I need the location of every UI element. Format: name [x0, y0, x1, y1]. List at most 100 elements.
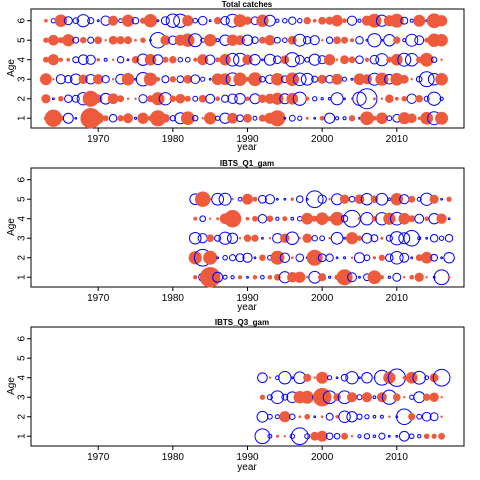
- positive-residual-bubble: [62, 112, 74, 124]
- x-tick-label: 2010: [386, 293, 409, 304]
- panel-ibts-q3: IBTS_Q3_gam year Age 1970 1980 1990 2000 201…: [6, 318, 465, 473]
- positive-residual-bubble: [304, 433, 311, 440]
- negative-residual-bubble: [62, 34, 75, 47]
- positive-residual-bubble: [343, 236, 346, 240]
- negative-residual-bubble: [286, 92, 299, 105]
- positive-residual-bubble: [273, 55, 282, 65]
- negative-residual-bubble: [238, 217, 242, 220]
- y-tick-label: 3: [17, 394, 28, 400]
- negative-residual-bubble: [420, 251, 433, 264]
- negative-residual-bubble: [350, 256, 354, 259]
- positive-residual-bubble: [327, 375, 333, 381]
- negative-residual-bubble: [107, 93, 119, 105]
- negative-residual-bubble: [160, 113, 170, 123]
- negative-residual-bubble: [405, 371, 418, 384]
- positive-residual-bubble: [253, 256, 257, 260]
- positive-residual-bubble: [103, 57, 108, 62]
- negative-residual-bubble: [367, 270, 382, 285]
- negative-residual-bubble: [208, 217, 212, 220]
- positive-residual-bubble: [215, 38, 220, 43]
- positive-residual-bubble: [212, 271, 224, 283]
- negative-residual-bubble: [419, 52, 434, 67]
- positive-residual-bubble: [313, 415, 317, 419]
- negative-residual-bubble: [316, 371, 329, 384]
- negative-residual-bubble: [401, 95, 408, 102]
- positive-residual-bubble: [165, 13, 180, 28]
- positive-residual-bubble: [71, 94, 80, 103]
- positive-residual-bubble: [361, 371, 373, 384]
- positive-residual-bubble: [261, 58, 264, 62]
- positive-residual-bubble: [325, 412, 334, 421]
- positive-residual-bubble: [256, 410, 269, 423]
- positive-residual-bubble: [228, 254, 237, 262]
- positive-residual-bubble: [237, 196, 243, 202]
- negative-residual-bubble: [379, 275, 384, 280]
- positive-residual-bubble: [275, 18, 280, 23]
- positive-residual-bubble: [216, 256, 220, 260]
- panel-2-xlabel: year: [237, 302, 257, 313]
- negative-residual-bubble: [102, 115, 109, 122]
- negative-residual-bubble: [348, 115, 356, 122]
- negative-residual-bubble: [282, 216, 288, 222]
- positive-residual-bubble: [208, 19, 212, 23]
- positive-residual-bubble: [225, 52, 240, 67]
- negative-residual-bubble: [429, 194, 439, 204]
- negative-residual-bubble: [245, 96, 250, 101]
- negative-residual-bubble: [290, 197, 294, 201]
- negative-residual-bubble: [42, 56, 49, 63]
- negative-residual-bubble: [364, 57, 370, 62]
- positive-residual-bubble: [131, 16, 140, 25]
- positive-residual-bubble: [370, 234, 379, 243]
- positive-residual-bubble: [363, 254, 371, 262]
- y-tick-label: 5: [17, 37, 28, 43]
- positive-residual-bubble: [101, 75, 110, 84]
- negative-residual-bubble: [213, 17, 222, 25]
- positive-residual-bubble: [355, 55, 364, 65]
- positive-residual-bubble: [51, 97, 55, 101]
- positive-residual-bubble: [386, 115, 393, 122]
- positive-residual-bubble: [251, 36, 259, 45]
- negative-residual-bubble: [298, 237, 301, 240]
- y-tick-label: 4: [17, 216, 28, 222]
- positive-residual-bubble: [197, 233, 208, 244]
- negative-residual-bubble: [269, 110, 286, 127]
- x-tick-label: 1990: [236, 293, 259, 304]
- positive-residual-bubble: [412, 370, 427, 385]
- positive-residual-bubble: [330, 231, 344, 245]
- y-tick-label: 2: [17, 255, 28, 261]
- positive-residual-bubble: [313, 116, 317, 120]
- positive-residual-bubble: [87, 17, 95, 25]
- negative-residual-bubble: [134, 38, 137, 42]
- negative-residual-bubble: [41, 94, 51, 104]
- negative-residual-bubble: [301, 212, 314, 225]
- positive-residual-bubble: [230, 275, 235, 280]
- positive-residual-bubble: [290, 216, 295, 221]
- negative-residual-bubble: [111, 58, 115, 61]
- negative-residual-bubble: [341, 432, 349, 440]
- negative-residual-bubble: [399, 74, 409, 84]
- positive-residual-bubble: [295, 195, 304, 204]
- negative-residual-bubble: [94, 36, 103, 45]
- negative-residual-bubble: [184, 95, 191, 102]
- positive-residual-bubble: [289, 413, 296, 420]
- negative-residual-bubble: [312, 387, 332, 407]
- negative-residual-bubble: [348, 56, 356, 64]
- negative-residual-bubble: [435, 72, 448, 86]
- positive-residual-bubble: [96, 19, 100, 23]
- positive-residual-bubble: [208, 77, 212, 81]
- negative-residual-bubble: [215, 96, 220, 102]
- positive-residual-bubble: [324, 112, 336, 124]
- negative-residual-bubble: [361, 74, 372, 85]
- positive-residual-bubble: [424, 375, 430, 381]
- x-tick-label: 2010: [386, 452, 409, 463]
- positive-residual-bubble: [297, 115, 303, 121]
- negative-residual-bubble: [320, 415, 324, 419]
- negative-residual-bubble: [436, 213, 447, 224]
- negative-residual-bubble: [394, 96, 399, 101]
- negative-residual-bubble: [151, 92, 165, 106]
- negative-residual-bubble: [335, 415, 339, 419]
- negative-residual-bubble: [435, 15, 448, 27]
- positive-residual-bubble: [410, 256, 414, 260]
- positive-residual-bubble: [169, 115, 177, 122]
